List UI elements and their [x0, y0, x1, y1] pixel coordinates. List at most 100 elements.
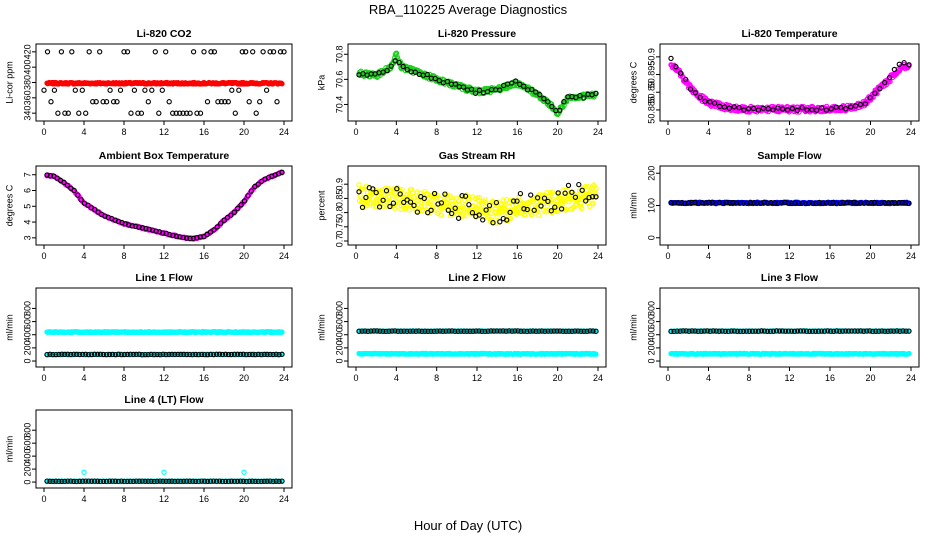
- data-point: [173, 233, 180, 239]
- data-point: [436, 78, 442, 84]
- data-point: [765, 106, 771, 112]
- data-point: [445, 207, 451, 213]
- data-point: [389, 328, 395, 334]
- data-point: [373, 203, 379, 210]
- plot-frame: [35, 409, 293, 489]
- data-point: [258, 351, 264, 358]
- data-point: [183, 235, 190, 241]
- y-axis-label: degrees C: [628, 61, 638, 103]
- data-point: [545, 207, 551, 214]
- data-point: [190, 235, 197, 242]
- data-point: [674, 328, 680, 334]
- data-point: [196, 351, 202, 358]
- data-point: [840, 328, 846, 334]
- y-tick-label: 0: [646, 235, 656, 240]
- data-point: [204, 351, 211, 358]
- y-tick-label: 0: [22, 480, 32, 485]
- data-point: [86, 49, 92, 55]
- data-point: [404, 66, 410, 73]
- data-point: [462, 193, 469, 199]
- y-tick-label: 0.7: [334, 235, 344, 248]
- chart-title: Ambient Box Temperature: [99, 150, 230, 162]
- data-point: [749, 328, 756, 334]
- data-point: [573, 94, 579, 101]
- data-point: [180, 110, 186, 116]
- data-point: [428, 328, 434, 334]
- data-point: [531, 207, 537, 213]
- data-point: [719, 328, 725, 334]
- data-point: [827, 200, 833, 206]
- data-point: [509, 328, 515, 334]
- data-point: [510, 198, 517, 204]
- data-point: [219, 351, 226, 358]
- data-point: [100, 478, 107, 485]
- data-point: [274, 99, 280, 105]
- data-point: [868, 199, 874, 206]
- data-point: [392, 328, 398, 334]
- data-point: [135, 110, 141, 116]
- data-point: [888, 328, 894, 334]
- x-tick-label: 0: [353, 127, 358, 137]
- data-point: [411, 202, 417, 209]
- data-point: [577, 92, 583, 99]
- x-tick-label: 24: [906, 373, 916, 383]
- data-point: [673, 64, 679, 70]
- data-point: [737, 328, 743, 334]
- x-tick-label: 24: [279, 127, 289, 137]
- y-axis-label: ml/min: [628, 192, 638, 219]
- data-point: [716, 200, 722, 206]
- data-point: [281, 49, 287, 55]
- data-point: [64, 182, 71, 188]
- data-point: [145, 351, 151, 358]
- data-point: [448, 194, 454, 201]
- y-tick-label: 0.8: [334, 206, 344, 219]
- data-point: [576, 181, 582, 188]
- data-point: [852, 328, 858, 334]
- data-point: [112, 351, 119, 358]
- data-point: [149, 87, 155, 93]
- data-point: [476, 328, 482, 334]
- data-point: [579, 205, 585, 212]
- data-point: [273, 351, 279, 357]
- data-point: [175, 351, 181, 358]
- data-point: [413, 328, 419, 334]
- chart-title: Line 4 (LT) Flow: [124, 394, 204, 406]
- data-point: [702, 200, 709, 206]
- data-point: [706, 199, 712, 205]
- chart-title: Line 1 Flow: [135, 272, 193, 284]
- data-point: [124, 351, 130, 358]
- data-point: [906, 350, 912, 357]
- data-point: [668, 55, 674, 62]
- data-point: [65, 351, 71, 357]
- data-point: [895, 199, 902, 206]
- y-tick-label: 600: [646, 314, 656, 329]
- x-tick-label: 0: [665, 127, 670, 137]
- data-point: [377, 328, 383, 334]
- data-point: [109, 351, 116, 358]
- data-point: [356, 182, 362, 188]
- data-point: [397, 191, 403, 197]
- y-tick-label: 200: [334, 340, 344, 355]
- data-point: [566, 199, 572, 205]
- data-point: [190, 351, 196, 358]
- data-point: [103, 351, 110, 358]
- data-point: [585, 184, 592, 190]
- x-tick-label: 16: [199, 494, 209, 504]
- data-point: [755, 107, 762, 113]
- data-point: [88, 478, 95, 484]
- data-point: [721, 104, 728, 110]
- data-point: [539, 328, 545, 334]
- data-point: [680, 328, 686, 334]
- data-point: [882, 199, 888, 206]
- data-point: [455, 328, 461, 334]
- data-point: [736, 104, 742, 111]
- data-point: [534, 195, 541, 201]
- data-point: [788, 328, 795, 334]
- data-point: [279, 329, 285, 335]
- data-point: [76, 110, 82, 116]
- data-point: [794, 107, 800, 114]
- data-point: [267, 49, 273, 55]
